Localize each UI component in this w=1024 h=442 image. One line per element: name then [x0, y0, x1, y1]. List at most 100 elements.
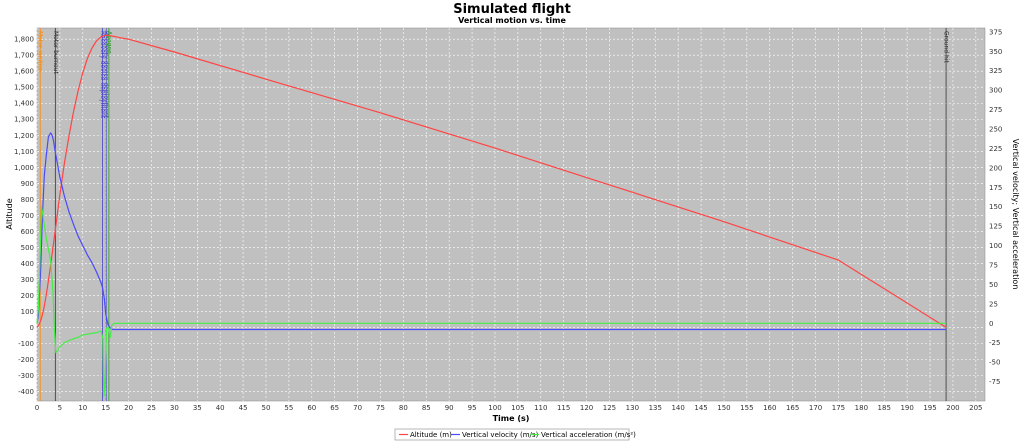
y-left-tick-label: -300 [18, 372, 34, 380]
x-tick-label: 45 [239, 404, 248, 412]
event-label: Recovery device deployment [103, 31, 110, 119]
y-left-tick-label: 200 [21, 292, 34, 300]
y-left-tick-label: 1,200 [14, 132, 34, 140]
x-tick-label: 85 [422, 404, 431, 412]
x-tick-label: 145 [694, 404, 707, 412]
x-tick-label: 125 [603, 404, 616, 412]
event-label: Motor ignition [37, 31, 44, 73]
y-right-tick-label: 250 [989, 126, 1002, 134]
y-left-tick-label: -200 [18, 356, 34, 364]
y-left-tick-label: 0 [30, 324, 34, 332]
y-left-tick-label: 800 [21, 196, 34, 204]
chart-title: Simulated flight [453, 2, 571, 17]
x-tick-label: 165 [786, 404, 799, 412]
x-tick-label: 35 [193, 404, 202, 412]
y-right-tick-labels: -75 -50 -25 0 25 50 75 100 125 150 175 200 225 250 275… [989, 28, 1002, 386]
legend-label-altitude: Altitude (m) [410, 431, 452, 439]
y-left-tick-label: 1,800 [14, 36, 34, 44]
y-right-axis-label: Vertical velocity; Vertical acceleration [1011, 139, 1020, 290]
event-label: Motor burnout [52, 31, 59, 74]
x-tick-label: 20 [124, 404, 133, 412]
x-tick-label: 0 [35, 404, 39, 412]
y-left-tick-label: 600 [21, 228, 34, 236]
x-tick-label: 55 [284, 404, 293, 412]
y-right-tick-label: 0 [989, 320, 993, 328]
y-right-tick-label: 75 [989, 262, 998, 270]
y-left-axis-label: Altitude [5, 198, 14, 229]
x-tick-label: 5 [58, 404, 62, 412]
x-tick-label: 180 [855, 404, 868, 412]
y-left-tick-label: 1,600 [14, 68, 34, 76]
event-label: Apogee [105, 31, 112, 54]
y-left-tick-label: 1,700 [14, 52, 34, 60]
series-line-acceleration [36, 206, 947, 398]
y-left-tick-label: 900 [21, 180, 34, 188]
x-tick-label: 75 [376, 404, 385, 412]
y-left-tick-label: 1,300 [14, 116, 34, 124]
y-right-tick-label: 350 [989, 48, 1002, 56]
x-tick-label: 200 [946, 404, 959, 412]
chart-subtitle: Vertical motion vs. time [458, 16, 566, 25]
y-right-tick-label: -25 [989, 339, 1000, 347]
y-right-tick-label: 325 [989, 67, 1002, 75]
x-tick-label: 105 [511, 404, 524, 412]
y-right-tick-label: 125 [989, 223, 1002, 231]
y-right-tick-label: 25 [989, 300, 998, 308]
x-tick-label: 135 [649, 404, 662, 412]
event-label: Recovery device deployment [99, 31, 106, 119]
y-left-tick-label: 1,500 [14, 84, 34, 92]
x-tick-label: 115 [557, 404, 570, 412]
x-tick-label: 155 [740, 404, 753, 412]
x-tick-label: 185 [878, 404, 891, 412]
series-line-velocity [36, 132, 947, 331]
y-left-tick-label: 100 [21, 308, 34, 316]
x-tick-label: 50 [262, 404, 271, 412]
x-tick-label: 60 [307, 404, 316, 412]
y-left-tick-label: 400 [21, 260, 34, 268]
y-left-tick-labels: -400 -300 -200 -100 0 100 200 300 400 500 600 700 80… [14, 36, 34, 396]
y-left-tick-label: -400 [18, 388, 34, 396]
y-left-tick-label: 1,100 [14, 148, 34, 156]
x-tick-label: 40 [216, 404, 225, 412]
legend-box [394, 428, 630, 441]
y-right-tick-label: 175 [989, 184, 1002, 192]
y-right-tick-label: 50 [989, 281, 998, 289]
y-right-tick-label: 275 [989, 106, 1002, 114]
y-left-tick-label: 700 [21, 212, 34, 220]
legend: Altitude (m) Vertical velocity (m/s) Ver… [394, 428, 636, 441]
y-right-tick-label: -50 [989, 359, 1000, 367]
legend-label-acceleration: Vertical acceleration (m/s²) [541, 431, 636, 439]
x-axis-label: Time (s) [493, 414, 530, 423]
x-tick-label: 95 [468, 404, 477, 412]
legend-label-velocity: Vertical velocity (m/s) [462, 431, 539, 439]
x-tick-label: 170 [809, 404, 822, 412]
y-right-tick-label: 375 [989, 28, 1002, 36]
x-tick-label: 205 [969, 404, 982, 412]
x-tick-label: 15 [101, 404, 110, 412]
series-lines [36, 34, 947, 398]
event-label: Ground hit [943, 31, 950, 63]
series-line-altitude [36, 34, 947, 328]
x-tick-labels: 0 5 10 15 20 25 30 35 40 45 50 55 60 65 70 75 80 85 90 95 10… [35, 404, 983, 412]
y-right-tick-label: 225 [989, 145, 1002, 153]
x-tick-label: 80 [399, 404, 408, 412]
y-right-tick-label: 300 [989, 87, 1002, 95]
x-tick-label: 190 [900, 404, 913, 412]
x-tick-label: 160 [763, 404, 776, 412]
x-tick-label: 100 [488, 404, 501, 412]
x-tick-label: 175 [832, 404, 845, 412]
y-right-tick-label: 200 [989, 164, 1002, 172]
y-left-tick-label: 1,000 [14, 164, 34, 172]
y-right-tick-label: -75 [989, 378, 1000, 386]
y-left-tick-label: 300 [21, 276, 34, 284]
x-tick-label: 110 [534, 404, 547, 412]
y-left-tick-label: 500 [21, 244, 34, 252]
y-right-tick-label: 100 [989, 242, 1002, 250]
y-right-tick-label: 150 [989, 203, 1002, 211]
plot-area [36, 27, 986, 402]
x-tick-label: 10 [78, 404, 87, 412]
x-tick-label: 25 [147, 404, 156, 412]
x-tick-label: 65 [330, 404, 339, 412]
y-left-tick-label: -100 [18, 340, 34, 348]
